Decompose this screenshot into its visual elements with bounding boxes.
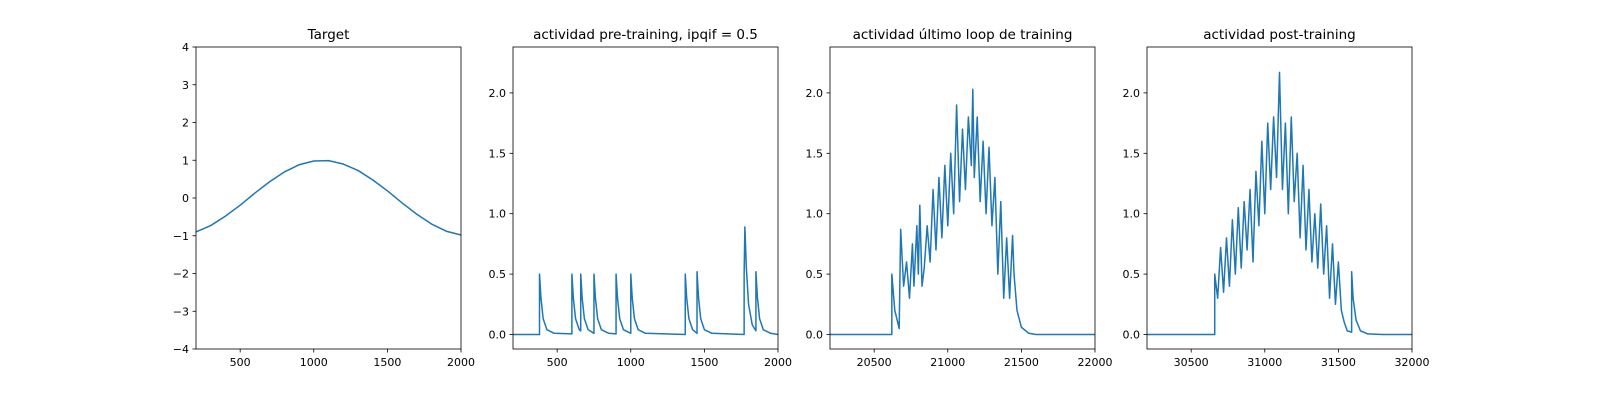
x-tick-label: 1000	[617, 356, 645, 369]
x-tick-label: 500	[547, 356, 568, 369]
x-tick-label: 31000	[1247, 356, 1282, 369]
y-tick-label: 0.5	[806, 268, 824, 281]
y-tick-label: −2	[173, 268, 189, 281]
y-tick-label: 0.0	[489, 329, 507, 342]
x-tick-label: 30500	[1174, 356, 1209, 369]
y-tick-label: 2.0	[806, 87, 824, 100]
y-tick-label: 1.5	[806, 147, 824, 160]
y-tick-label: 0	[182, 192, 189, 205]
y-tick-label: 0.5	[1123, 268, 1141, 281]
x-tick-label: 2000	[764, 356, 792, 369]
y-tick-label: 2.0	[1123, 87, 1141, 100]
x-tick-label: 32000	[1395, 356, 1430, 369]
y-tick-label: 1.0	[806, 208, 824, 221]
y-tick-label: 2.0	[489, 87, 507, 100]
y-tick-label: 0.0	[806, 329, 824, 342]
axes-frame	[195, 46, 462, 350]
x-tick-label: 21500	[1004, 356, 1039, 369]
x-tick-label: 21000	[930, 356, 965, 369]
subplot-title: Target	[307, 27, 350, 43]
axes-frame	[829, 46, 1096, 350]
data-line	[1147, 71, 1412, 336]
data-line	[830, 88, 1095, 336]
x-tick-label: 1000	[300, 356, 328, 369]
y-tick-label: −3	[173, 305, 189, 318]
data-line	[195, 159, 462, 236]
subplot-title: actividad pre-training, ipqif = 0.5	[533, 27, 758, 43]
data-line	[513, 226, 779, 336]
y-tick-label: −4	[173, 343, 189, 356]
subplot-title: actividad último loop de training	[853, 27, 1073, 43]
x-tick-label: 31500	[1321, 356, 1356, 369]
y-tick-label: 1.5	[489, 147, 507, 160]
y-tick-label: 4	[182, 41, 189, 54]
axes-frame	[512, 46, 779, 350]
y-tick-label: 3	[182, 79, 189, 92]
x-tick-label: 1500	[373, 356, 401, 369]
subplot-title: actividad post-training	[1203, 27, 1356, 43]
x-tick-label: 2000	[447, 356, 475, 369]
x-tick-label: 22000	[1078, 356, 1113, 369]
y-tick-label: 1.0	[1123, 208, 1141, 221]
x-tick-label: 500	[230, 356, 251, 369]
y-tick-label: 1	[182, 154, 189, 167]
x-tick-label: 1500	[690, 356, 718, 369]
y-tick-label: 2	[182, 117, 189, 130]
y-tick-label: −1	[173, 230, 189, 243]
x-tick-label: 20500	[857, 356, 892, 369]
axes-frame	[1146, 46, 1413, 350]
y-tick-label: 1.0	[489, 208, 507, 221]
y-tick-label: 0.0	[1123, 329, 1141, 342]
y-tick-label: 1.5	[1123, 147, 1141, 160]
y-tick-label: 0.5	[489, 268, 507, 281]
